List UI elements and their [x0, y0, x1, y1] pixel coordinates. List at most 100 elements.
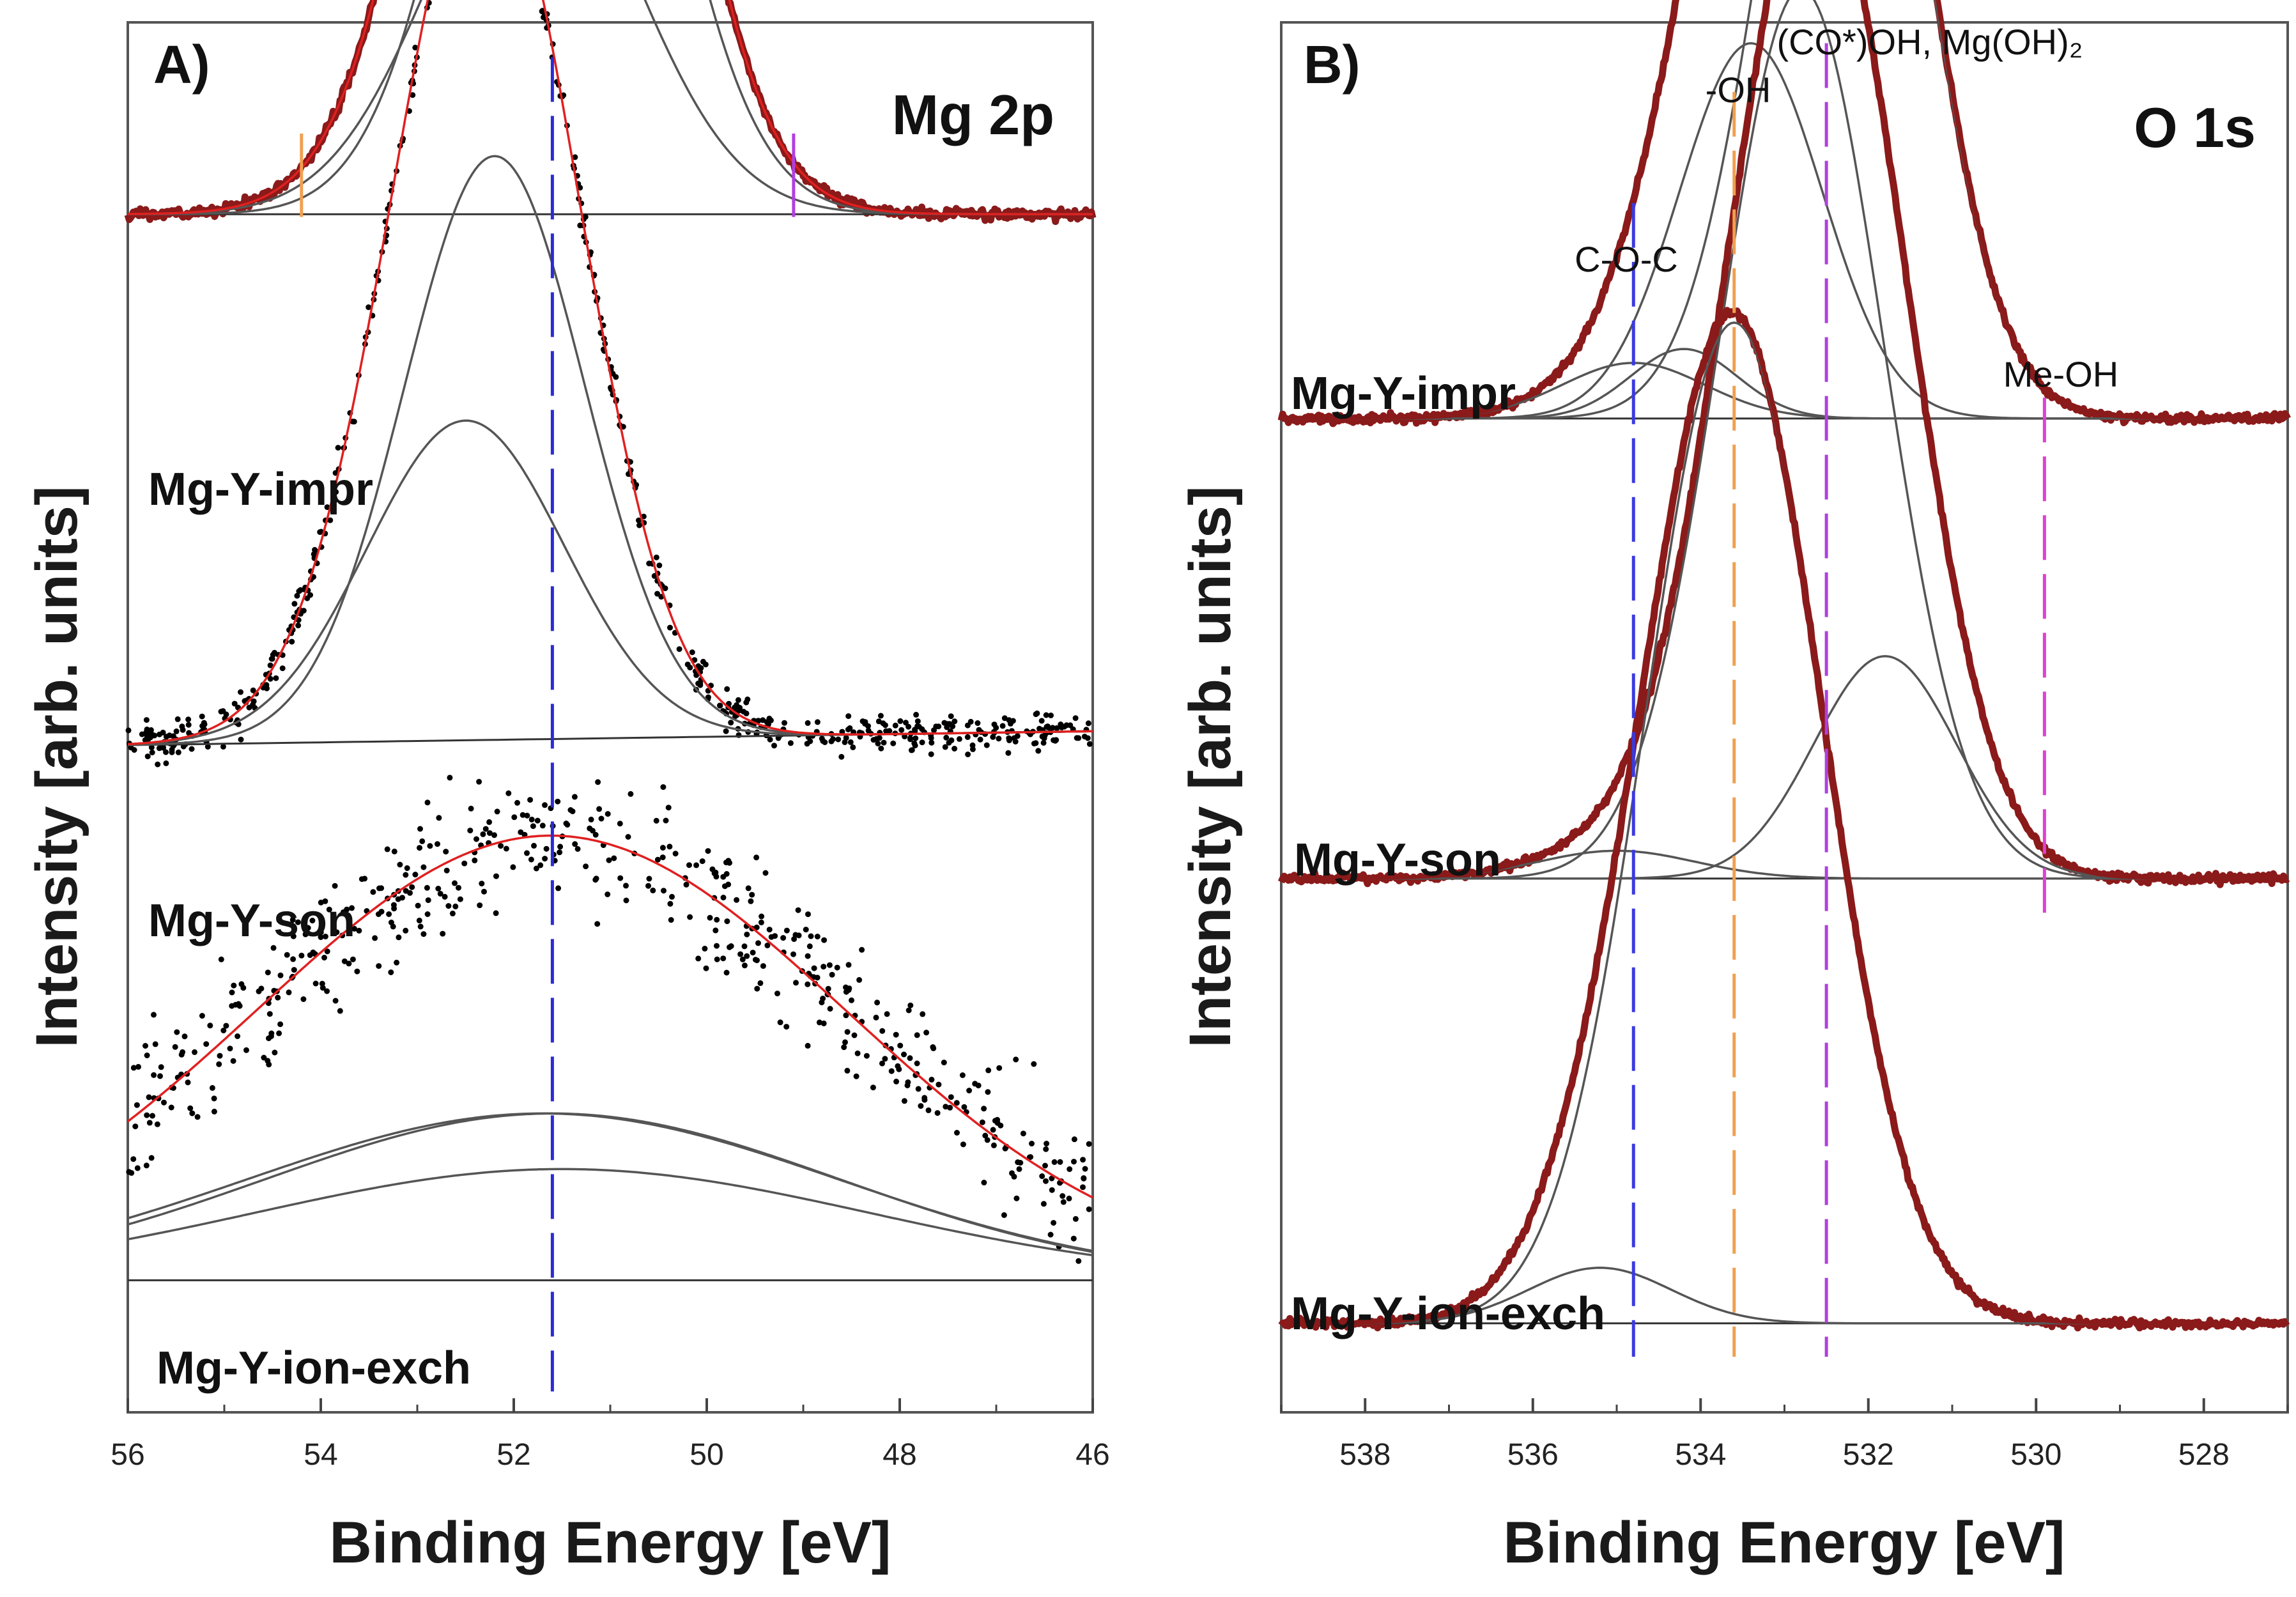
panel-a-mg2p: A) Mg 2p Mg-Y-impr Mg-Y-son Mg-Y-ion-exc… [24, 0, 1110, 1575]
raw-data-point [294, 592, 300, 599]
raw-data-point [410, 92, 416, 98]
raw-data-point [185, 1079, 191, 1086]
raw-data-point [661, 888, 666, 894]
raw-data-point [758, 919, 764, 925]
raw-data-point [605, 891, 611, 897]
raw-data-point [290, 956, 297, 962]
raw-data-point [695, 681, 702, 686]
raw-data-point [636, 522, 642, 528]
raw-data-point [143, 1043, 148, 1049]
raw-data-point [154, 1121, 160, 1127]
raw-data-point [617, 875, 624, 881]
raw-data-point [728, 720, 734, 726]
raw-data-point [821, 1020, 827, 1026]
raw-data-point [865, 727, 872, 734]
raw-data-point [474, 836, 479, 842]
raw-data-point [1043, 1146, 1049, 1152]
raw-data-point [447, 775, 453, 781]
raw-data-point [806, 943, 813, 950]
raw-data-point [596, 806, 603, 812]
raw-data-point [289, 916, 296, 923]
raw-data-point [717, 702, 723, 709]
raw-data-point [877, 713, 884, 719]
raw-data-point [143, 1162, 150, 1169]
panel-a-y-axis-title: Intensity [arb. units] [24, 486, 89, 1047]
raw-data-point [905, 1079, 911, 1085]
raw-data-point [135, 1063, 141, 1070]
raw-data-point [235, 1033, 241, 1039]
x-tick-label: 54 [304, 1438, 337, 1472]
raw-data-point [394, 959, 400, 966]
raw-data-point [442, 893, 448, 900]
raw-data-point [238, 736, 244, 743]
raw-data-point [337, 1008, 343, 1014]
raw-data-point [479, 881, 485, 887]
raw-data-point [793, 980, 799, 986]
panel-a-plot-area [124, 0, 1097, 1392]
raw-data-point [1060, 1199, 1067, 1205]
raw-data-point [130, 1065, 137, 1071]
raw-data-point [403, 872, 409, 878]
raw-data-point [388, 969, 394, 975]
raw-data-point [1070, 1235, 1077, 1242]
raw-data-point [498, 843, 504, 849]
raw-data-point [714, 916, 720, 923]
raw-data-point [805, 981, 811, 987]
raw-data-point [181, 1033, 188, 1040]
raw-data-point [318, 929, 324, 936]
raw-data-point [144, 1112, 150, 1118]
raw-data-point [1072, 1215, 1079, 1222]
raw-data-point [893, 1031, 899, 1038]
raw-data-point [543, 845, 550, 852]
raw-data-point [258, 985, 265, 992]
raw-data-point [821, 964, 827, 970]
x-tick-label: 532 [1843, 1438, 1894, 1472]
raw-data-point [829, 971, 835, 978]
raw-data-point [965, 752, 971, 757]
raw-data-point [874, 736, 879, 742]
x-tick-label: 528 [2178, 1438, 2230, 1472]
raw-data-point [859, 946, 865, 953]
raw-data-point [272, 1049, 278, 1056]
panel-b-frame [1280, 21, 2289, 1414]
raw-data-point [667, 624, 673, 631]
raw-data-point [218, 709, 224, 714]
raw-data-point [595, 779, 601, 785]
raw-data-point [750, 950, 756, 956]
raw-data-point [739, 956, 746, 962]
envelope-fit [127, 0, 1093, 746]
raw-data-point [964, 722, 971, 729]
raw-data-point [808, 933, 814, 939]
raw-data-point [1015, 1159, 1021, 1166]
raw-data-point [1009, 1170, 1015, 1177]
raw-data-point [472, 857, 478, 863]
raw-data-point [702, 945, 708, 952]
raw-data-point [146, 1094, 152, 1100]
raw-data-point [948, 713, 954, 720]
x-tick-label: 534 [1675, 1438, 1726, 1472]
raw-data-point [265, 969, 271, 976]
raw-data-point [759, 913, 765, 920]
raw-data-point [250, 698, 257, 704]
raw-data-point [1044, 1141, 1050, 1146]
raw-data-point [934, 1110, 941, 1116]
raw-data-point [881, 739, 887, 746]
raw-data-point [646, 876, 652, 882]
envelope-fit [1281, 0, 2288, 880]
panel-a-x-ticks: 56 54 52 50 48 46 [111, 1398, 1110, 1472]
raw-data-point [880, 720, 886, 727]
raw-data-point [598, 815, 605, 822]
raw-data-point [220, 1028, 227, 1033]
raw-data-point [990, 1127, 996, 1133]
raw-data-point [879, 1060, 885, 1067]
raw-data-point [174, 716, 181, 722]
raw-data-point [947, 1104, 953, 1111]
raw-data-point [645, 883, 651, 889]
raw-data-point [409, 884, 415, 890]
raw-data-point [805, 911, 811, 918]
raw-data-point [524, 850, 530, 856]
raw-data-point [593, 876, 599, 882]
raw-data-point [151, 1072, 157, 1078]
raw-data-point [298, 952, 305, 959]
raw-data-point [572, 841, 578, 847]
